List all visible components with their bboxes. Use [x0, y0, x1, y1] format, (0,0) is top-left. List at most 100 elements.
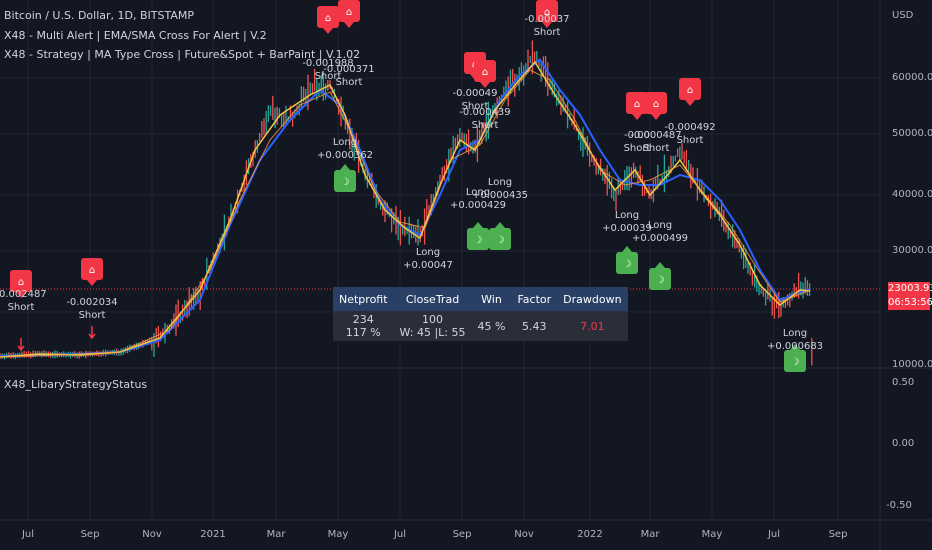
- win-cell: 45 %: [471, 311, 512, 341]
- marker-pointer: [622, 246, 632, 252]
- marker-pointer: [685, 100, 695, 106]
- signal-label: Short: [677, 135, 704, 146]
- signal-label: Short: [643, 143, 670, 154]
- ghost-icon: ⌂: [687, 85, 693, 96]
- signal-label: Long: [466, 187, 490, 198]
- ghost-icon: ⌂: [346, 7, 352, 18]
- ghost-icon: ⌂: [634, 99, 640, 110]
- short-signal-marker[interactable]: [338, 0, 360, 22]
- short-signal-marker[interactable]: [679, 78, 701, 100]
- short-signal-marker[interactable]: [536, 0, 558, 22]
- short-signal-marker[interactable]: [645, 92, 667, 114]
- signal-label: Long: [615, 210, 639, 221]
- closetrad-value: 100: [422, 313, 444, 326]
- short-signal-marker[interactable]: [626, 92, 648, 114]
- short-signal-marker[interactable]: [81, 258, 103, 280]
- signal-label: Short: [624, 143, 651, 154]
- signal-label: +0.000499: [632, 233, 688, 244]
- signal-label: +0.00039: [602, 223, 652, 234]
- signal-label: -0.002487: [0, 289, 47, 300]
- signal-label: Long: [783, 328, 807, 339]
- marker-pointer: [495, 222, 505, 228]
- netprofit-cell: 234 117 %: [333, 311, 394, 341]
- signal-label: -0.001988: [302, 58, 353, 69]
- signal-label: Long: [488, 177, 512, 188]
- signal-label: Short: [336, 77, 363, 88]
- marker-pointer: [542, 22, 552, 28]
- signal-label: +0.000683: [767, 341, 823, 352]
- marker-pointer: [323, 28, 333, 34]
- closetrad-cell: 100 W: 45 |L: 55: [393, 311, 472, 341]
- time-tick: Sep: [80, 529, 100, 540]
- ghost-icon: ⌂: [653, 99, 659, 110]
- signal-label: Short: [462, 101, 489, 112]
- ghost-icon: ⌂: [482, 67, 488, 78]
- long-signal-marker[interactable]: [649, 268, 671, 290]
- marker-pointer: [87, 280, 97, 286]
- signal-label: Short: [8, 302, 35, 313]
- marker-pointer: [632, 114, 642, 120]
- ghost-icon: ⌂: [544, 7, 550, 18]
- signal-label: -0.000487: [630, 130, 681, 141]
- signal-label: -0.000371: [323, 64, 374, 75]
- long-signal-marker[interactable]: [334, 170, 356, 192]
- signal-label: Long: [648, 220, 672, 231]
- time-tick: Mar: [640, 529, 660, 540]
- time-tick: 2021: [200, 529, 226, 540]
- signal-label: -0.002034: [66, 297, 117, 308]
- signal-label: Short: [79, 310, 106, 321]
- marker-pointer: [340, 164, 350, 170]
- signal-label: -0.000439: [459, 107, 510, 118]
- long-signal-marker[interactable]: [489, 228, 511, 250]
- signal-label: Short: [315, 71, 342, 82]
- ghost-icon: ⌂: [325, 13, 331, 24]
- time-tick: Jul: [393, 529, 407, 540]
- ghost-icon: ⌂: [18, 277, 24, 288]
- ma-fast-line: [0, 60, 811, 358]
- header-closetrad: CloseTrad: [393, 287, 472, 311]
- netprofit-value: 234: [352, 313, 374, 326]
- arrow-down-icon: [88, 326, 96, 340]
- signal-label: +0.000362: [317, 150, 373, 161]
- sub-tick: -0.50: [886, 500, 912, 511]
- price-tick: 40000.00: [892, 189, 932, 200]
- time-tick: Sep: [452, 529, 472, 540]
- short-signal-marker[interactable]: [317, 6, 339, 28]
- strategy-stats-table: Netprofit CloseTrad Win Factor Drawdown …: [333, 287, 628, 341]
- signal-label: +0.000429: [450, 200, 506, 211]
- moon-icon: ☽: [623, 259, 632, 270]
- header-drawdown: Drawdown: [557, 287, 628, 311]
- long-signal-marker[interactable]: [467, 228, 489, 250]
- marker-pointer: [790, 344, 800, 350]
- signal-label: Short: [472, 120, 499, 131]
- long-signal-marker[interactable]: [784, 350, 806, 372]
- signal-label: +0.00047: [403, 260, 453, 271]
- marker-pointer: [16, 292, 26, 298]
- countdown-label: 06:53:56: [888, 296, 932, 310]
- short-signal-marker[interactable]: [10, 270, 32, 292]
- time-tick: Sep: [828, 529, 848, 540]
- marker-pointer: [480, 82, 490, 88]
- moon-icon: ☽: [656, 275, 665, 286]
- signal-label: -0.000492: [664, 122, 715, 133]
- indicator-legend-1[interactable]: X48 - Multi Alert | EMA/SMA Cross For Al…: [4, 29, 267, 42]
- moon-icon: ☽: [474, 235, 483, 246]
- long-signal-marker[interactable]: [616, 252, 638, 274]
- time-tick: Jul: [767, 529, 781, 540]
- marker-pointer: [473, 222, 483, 228]
- header-factor: Factor: [511, 287, 558, 311]
- moon-icon: ☽: [341, 177, 350, 188]
- signal-label: Long: [416, 247, 440, 258]
- moon-icon: ☽: [496, 235, 505, 246]
- marker-pointer: [344, 22, 354, 28]
- last-price-label: 23003.93: [888, 282, 932, 296]
- indicator-legend-2[interactable]: X48 - Strategy | MA Type Cross | Future&…: [4, 48, 361, 61]
- symbol-title[interactable]: Bitcoin / U.S. Dollar, 1D, BITSTAMP: [4, 9, 194, 22]
- time-tick: May: [701, 529, 723, 540]
- time-tick: Nov: [142, 529, 162, 540]
- signal-label: Long: [333, 137, 357, 148]
- signal-label: Short: [534, 27, 561, 38]
- short-signal-marker[interactable]: [474, 60, 496, 82]
- sub-pane-title[interactable]: X48_LibaryStrategyStatus: [4, 378, 148, 391]
